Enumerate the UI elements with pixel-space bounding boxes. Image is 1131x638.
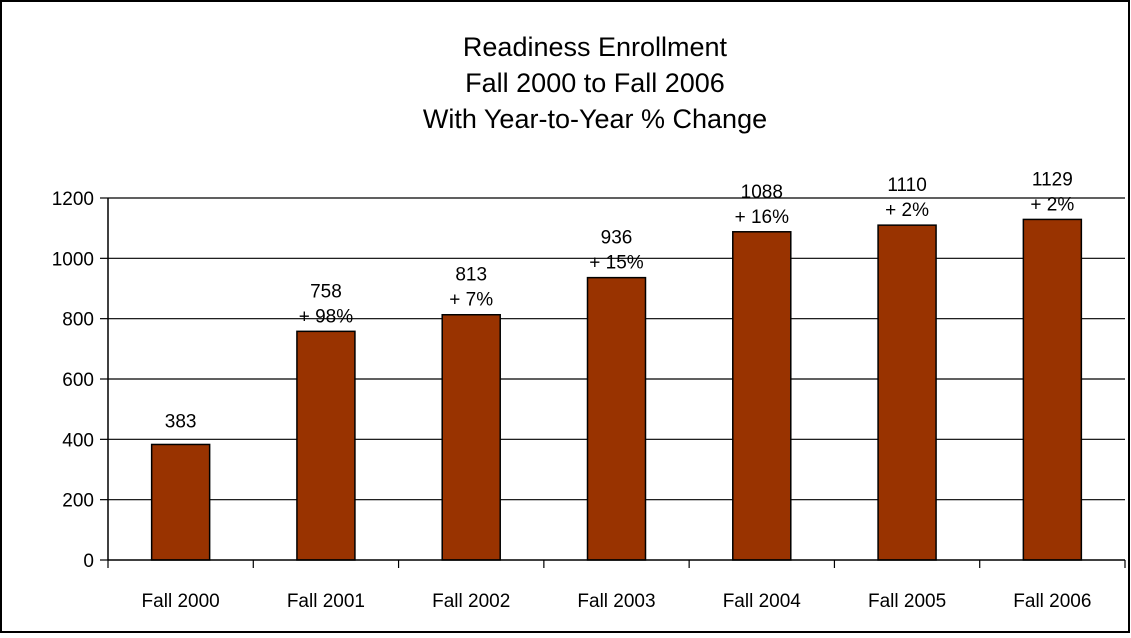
- y-tick-label: 600: [62, 370, 94, 391]
- bar: [732, 231, 792, 561]
- axes: 0 200 400 600 800 1000 1200 Fall 2000 Fall 2001 F…: [52, 189, 1126, 612]
- value-label: 1088: [741, 182, 783, 203]
- x-tick-label: Fall 2001: [287, 591, 365, 612]
- bar: [877, 224, 937, 561]
- bar: [150, 443, 211, 561]
- gridlines: [108, 197, 1125, 501]
- x-tick-label: Fall 2002: [432, 591, 510, 612]
- value-label: 1110: [887, 175, 926, 196]
- x-tick-label: Fall 2000: [142, 591, 220, 612]
- change-label: + 98%: [299, 306, 354, 327]
- bar: [1022, 218, 1083, 561]
- value-label: 1129: [1032, 169, 1073, 190]
- change-label: + 7%: [449, 290, 493, 311]
- x-tick-label: Fall 2003: [577, 591, 655, 612]
- y-tick-label: 1200: [52, 189, 94, 210]
- chart-title: Readiness Enrollment Fall 2000 to Fall 20…: [423, 32, 767, 134]
- x-tick-label: Fall 2005: [868, 591, 946, 612]
- change-label: + 16%: [735, 207, 790, 228]
- value-label: 383: [165, 411, 197, 432]
- chart-title-line: Readiness Enrollment: [463, 32, 728, 62]
- bar: [586, 276, 647, 561]
- y-tick-label: 0: [83, 551, 94, 572]
- change-label: + 2%: [885, 200, 929, 221]
- chart-title-line: Fall 2000 to Fall 2006: [465, 68, 725, 98]
- chart-title-line: With Year-to-Year % Change: [423, 104, 767, 134]
- y-tick-label: 200: [62, 491, 94, 512]
- x-tick-label: Fall 2006: [1013, 591, 1091, 612]
- y-tick-label: 800: [62, 310, 94, 331]
- change-label: + 15%: [589, 253, 644, 274]
- value-label: 936: [601, 228, 633, 249]
- y-tick-label: 400: [62, 430, 94, 451]
- bars: [150, 218, 1083, 561]
- change-label: + 2%: [1030, 194, 1074, 215]
- x-tick-label: Fall 2004: [723, 591, 802, 612]
- bar: [441, 313, 501, 561]
- value-label: 813: [455, 265, 487, 286]
- data-labels: 383 758 + 98% 813 + 7% 936 + 15% 1088 + 16% 1110 +…: [165, 169, 1075, 432]
- bar: [296, 330, 356, 561]
- value-label: 758: [310, 281, 342, 302]
- y-tick-label: 1000: [52, 249, 94, 270]
